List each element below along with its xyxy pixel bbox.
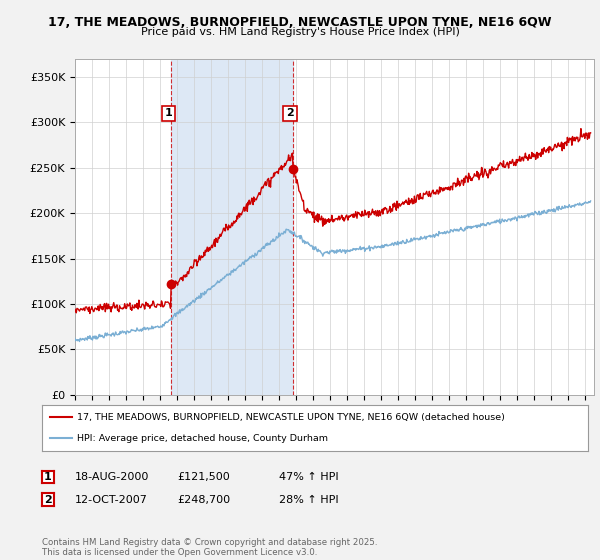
Text: £121,500: £121,500: [177, 472, 230, 482]
Bar: [171, 59, 293, 395]
Text: Price paid vs. HM Land Registry's House Price Index (HPI): Price paid vs. HM Land Registry's House …: [140, 27, 460, 37]
Text: 1: 1: [164, 108, 172, 118]
Text: 2: 2: [286, 108, 294, 118]
Text: 28% ↑ HPI: 28% ↑ HPI: [279, 494, 338, 505]
Text: £248,700: £248,700: [177, 494, 230, 505]
Text: 2: 2: [44, 494, 52, 505]
Text: Contains HM Land Registry data © Crown copyright and database right 2025.
This d: Contains HM Land Registry data © Crown c…: [42, 538, 377, 557]
Text: 17, THE MEADOWS, BURNOPFIELD, NEWCASTLE UPON TYNE, NE16 6QW: 17, THE MEADOWS, BURNOPFIELD, NEWCASTLE …: [48, 16, 552, 29]
Text: 12-OCT-2007: 12-OCT-2007: [75, 494, 148, 505]
Text: 17, THE MEADOWS, BURNOPFIELD, NEWCASTLE UPON TYNE, NE16 6QW (detached house): 17, THE MEADOWS, BURNOPFIELD, NEWCASTLE …: [77, 413, 505, 422]
Text: 1: 1: [44, 472, 52, 482]
Text: 18-AUG-2000: 18-AUG-2000: [75, 472, 149, 482]
Text: HPI: Average price, detached house, County Durham: HPI: Average price, detached house, Coun…: [77, 434, 328, 443]
Text: 47% ↑ HPI: 47% ↑ HPI: [279, 472, 338, 482]
